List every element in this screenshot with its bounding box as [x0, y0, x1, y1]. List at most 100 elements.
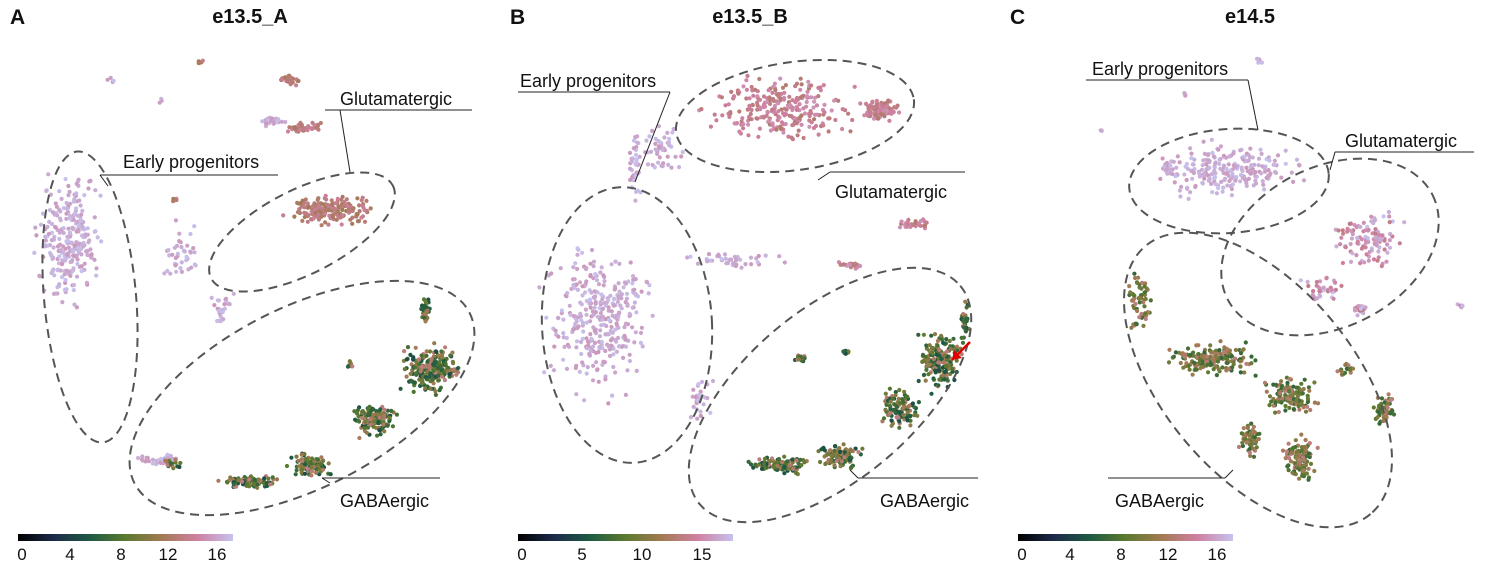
cell-point [1273, 169, 1278, 175]
cell-point [647, 283, 652, 288]
cell-point [880, 104, 885, 109]
cell-point [1256, 163, 1261, 168]
cell-point [1264, 175, 1269, 180]
cell-point [745, 73, 750, 78]
cell-point [622, 280, 627, 285]
cell-point [1233, 356, 1238, 361]
cell-point [845, 452, 850, 457]
cell-point [588, 261, 593, 266]
cell-point [85, 248, 90, 253]
cell-point [587, 352, 592, 357]
cell-point [794, 121, 799, 126]
cell-point [342, 201, 347, 206]
cell-point [1213, 161, 1218, 166]
cell-point [964, 316, 969, 321]
cell-point [561, 331, 566, 336]
cell-point [66, 183, 71, 189]
cell-point [1205, 362, 1210, 367]
cell-point [442, 378, 447, 383]
cell-point [559, 308, 564, 313]
cell-point [1253, 181, 1259, 186]
cell-point [1299, 432, 1304, 437]
cell-point [897, 387, 902, 393]
cell-point [1188, 352, 1193, 357]
cell-point [628, 177, 633, 182]
cell-point [782, 260, 787, 265]
cell-point [1294, 463, 1299, 468]
cell-point [1248, 146, 1253, 151]
cell-point [351, 206, 356, 211]
cell-point [74, 274, 80, 279]
cell-point [67, 189, 72, 194]
cell-point [847, 262, 852, 267]
cell-point [64, 206, 69, 211]
cell-point [1371, 405, 1376, 410]
cell-point [944, 337, 949, 342]
cell-point [419, 365, 425, 370]
cell-point [575, 287, 580, 292]
cell-point [1283, 403, 1288, 409]
cell-point [1252, 430, 1257, 435]
cell-point [1178, 360, 1183, 366]
cell-point [695, 416, 700, 421]
cell-point [333, 201, 338, 206]
cell-point [50, 210, 56, 215]
cell-point [1297, 407, 1302, 412]
cell-point [1189, 151, 1194, 156]
cell-point [1386, 209, 1391, 215]
cell-point [300, 459, 305, 464]
cell-point [357, 203, 362, 208]
cell-point [1205, 152, 1211, 158]
cell-point [594, 360, 599, 365]
cell-point [1166, 360, 1172, 365]
cell-point [1295, 394, 1300, 399]
cell-point [1277, 391, 1282, 396]
cell-point [192, 262, 197, 267]
cell-point [66, 245, 71, 250]
cell-point [929, 333, 934, 338]
cell-point [1361, 311, 1366, 316]
cell-point [580, 336, 585, 341]
cell-point [608, 328, 613, 333]
cell-point [300, 218, 305, 223]
cell-point [582, 398, 587, 403]
cell-point [1221, 153, 1226, 158]
cell-point [1213, 182, 1218, 187]
cell-point [1333, 280, 1338, 285]
cell-point [60, 258, 65, 263]
cell-point [1212, 176, 1217, 181]
cell-point [632, 300, 637, 305]
cell-point [888, 106, 893, 111]
cell-point [819, 447, 824, 452]
cell-point [1171, 354, 1176, 359]
cell-point [1380, 233, 1385, 238]
cell-point [932, 332, 938, 337]
cell-point [1294, 157, 1300, 162]
cell-point [1335, 369, 1340, 374]
cell-point [780, 85, 786, 90]
cell-point [1158, 176, 1163, 181]
cell-point [168, 271, 173, 276]
cell-point [743, 262, 748, 267]
cell-point [57, 282, 62, 287]
cell-point [623, 392, 628, 397]
label-leader-line [1329, 151, 1336, 171]
cell-point [706, 252, 712, 257]
colorbar-tick-label: 16 [207, 545, 227, 564]
cell-point [69, 240, 74, 245]
cell-point [883, 391, 888, 396]
cell-point [182, 249, 187, 254]
cell-point [634, 368, 639, 373]
cell-point [1329, 287, 1334, 292]
cell-point [1312, 400, 1317, 405]
cell-point [305, 466, 310, 472]
cell-point [770, 90, 775, 95]
cell-point [71, 199, 76, 204]
cell-point [382, 429, 387, 434]
cell-point [776, 101, 781, 106]
cell-point [173, 457, 178, 462]
cell-point [1133, 321, 1138, 326]
cell-point [231, 482, 236, 487]
cell-point [333, 206, 338, 212]
cell-point [312, 459, 317, 464]
